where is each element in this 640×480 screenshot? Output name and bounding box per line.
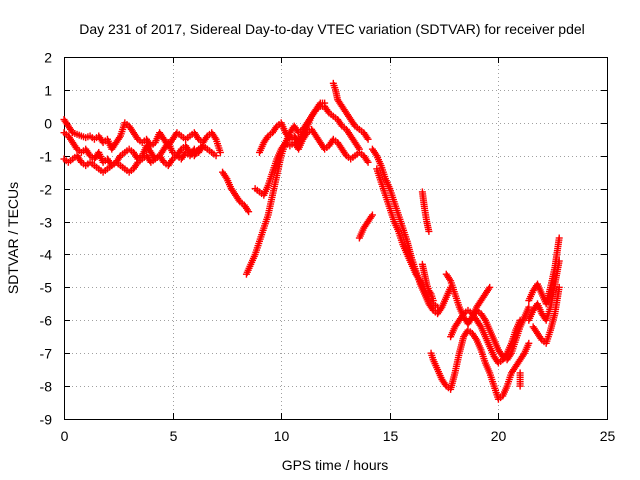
chart-title: Day 231 of 2017, Sidereal Day-to-day VTE… xyxy=(79,21,585,37)
y-tick-label: 2 xyxy=(44,50,52,66)
data-points xyxy=(60,79,563,403)
x-tick-label: 15 xyxy=(383,428,399,444)
y-tick-label: -8 xyxy=(40,379,53,395)
data-point xyxy=(555,283,563,291)
data-point xyxy=(555,234,563,242)
data-point xyxy=(368,211,376,219)
data-point xyxy=(364,135,372,143)
x-tick-label: 10 xyxy=(274,428,290,444)
x-axis-label: GPS time / hours xyxy=(282,457,389,473)
y-tick-label: -4 xyxy=(40,247,53,263)
data-point xyxy=(245,208,253,216)
y-tick-label: -7 xyxy=(40,346,53,362)
y-tick-label: 1 xyxy=(44,83,52,99)
x-tick-label: 0 xyxy=(61,428,69,444)
data-point xyxy=(486,283,494,291)
y-tick-label: -3 xyxy=(40,215,53,231)
data-point xyxy=(525,303,533,311)
x-tick-label: 5 xyxy=(170,428,178,444)
data-point xyxy=(321,99,329,107)
data-point xyxy=(199,142,207,150)
data-point xyxy=(516,382,524,390)
y-tick-label: -5 xyxy=(40,280,53,296)
x-tick-label: 25 xyxy=(600,428,616,444)
data-point xyxy=(212,152,220,160)
data-point xyxy=(434,303,442,311)
data-point xyxy=(525,339,533,347)
grid xyxy=(64,57,607,419)
y-tick-label: -2 xyxy=(40,182,53,198)
data-point xyxy=(425,227,433,235)
data-point xyxy=(364,158,372,166)
plot-frame xyxy=(64,57,608,420)
y-axis-label: SDTVAR / TECUs xyxy=(5,182,21,294)
y-tick-label: -9 xyxy=(40,412,53,428)
data-point xyxy=(429,297,437,305)
data-point xyxy=(216,148,224,156)
y-tick-label: -1 xyxy=(40,149,53,165)
x-tick-label: 20 xyxy=(491,428,507,444)
y-tick-label: -6 xyxy=(40,313,53,329)
y-tick-label: 0 xyxy=(44,116,52,132)
data-point xyxy=(555,257,563,265)
